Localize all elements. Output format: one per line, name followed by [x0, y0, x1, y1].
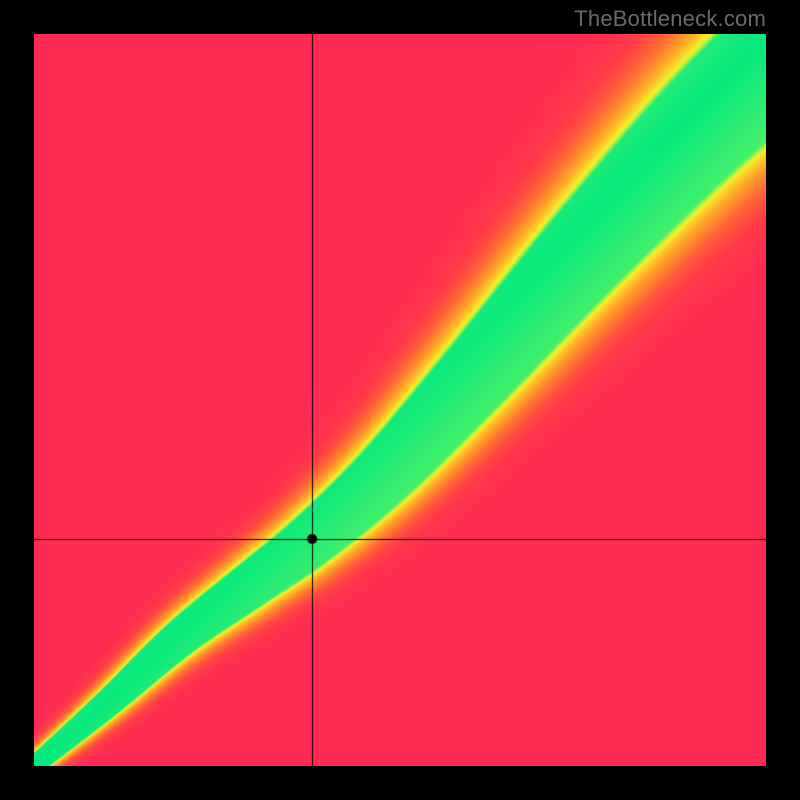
bottleneck-heatmap: [34, 34, 766, 766]
heatmap-container: [34, 34, 766, 766]
watermark-text: TheBottleneck.com: [574, 6, 766, 32]
